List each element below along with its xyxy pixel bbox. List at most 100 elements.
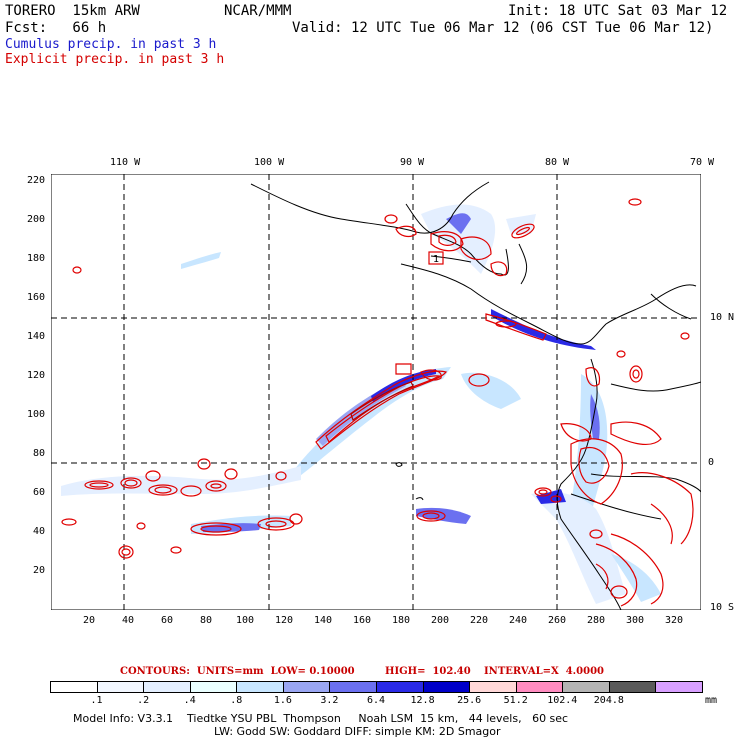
- nicaragua-coast: [518, 243, 528, 285]
- contour-interval: INTERVAL=X 4.0000: [484, 666, 604, 677]
- ca-contour-2-inner: [438, 234, 457, 246]
- ca-contour-2: [430, 231, 464, 252]
- colorbar-label: 6.4: [366, 695, 386, 706]
- colombia-contour-2: [680, 332, 690, 340]
- contour-units: CONTOURS: UNITS=mm LOW= 0.10000: [120, 666, 355, 677]
- west-contour-3: [145, 470, 161, 482]
- precip-map: 1: [51, 174, 701, 610]
- west-contour-6: [205, 480, 227, 492]
- lon-label: 110 W: [110, 157, 141, 168]
- central-contour-2-inner: [422, 512, 440, 520]
- x-tick-label: 40: [121, 615, 135, 626]
- south-contour-1: [190, 522, 242, 536]
- y-tick-label: 140: [26, 331, 45, 342]
- colorbar-label: 25.6: [457, 695, 482, 706]
- init-time: Init: 18 UTC Sat 03 Mar 12: [508, 3, 728, 19]
- colorbar-label: 3.2: [320, 695, 339, 706]
- west-contour-5: [180, 485, 202, 497]
- south-america-west-coast: [556, 358, 622, 610]
- lon-label: 100 W: [254, 157, 285, 168]
- colombia-light: [571, 374, 608, 514]
- y-tick-label: 120: [26, 370, 45, 381]
- legend-cumulus: Cumulus precip. in past 3 h: [5, 37, 217, 52]
- west-contour-4: [148, 484, 178, 496]
- gulf-contour: [534, 487, 552, 497]
- colorbar-swatch: [655, 681, 703, 693]
- y-tick-label: 220: [26, 175, 45, 186]
- physics-info: LW: Godd SW: Goddard DIFF: simple KM: 2D…: [214, 725, 501, 738]
- colorbar-swatch: [608, 681, 657, 693]
- ecuador-peru-border: [590, 473, 701, 493]
- colorbar-label: 102.4: [547, 695, 578, 706]
- lat-label: 10 S: [710, 602, 735, 613]
- mexico-coast: [250, 181, 490, 234]
- x-tick-label: 280: [586, 615, 606, 626]
- caribbean-contour-inner: [515, 226, 531, 236]
- colorbar-swatch: [515, 681, 564, 693]
- y-tick-label: 180: [26, 253, 45, 264]
- colombia-inland-border: [610, 381, 701, 392]
- west-contour-13: [275, 471, 287, 481]
- galapagos-island: [415, 497, 424, 501]
- colorbar-swatch: [376, 681, 424, 693]
- peru-inland-border: [570, 493, 662, 520]
- explicit-precip-contours: [61, 198, 694, 607]
- colorbar-label: .4: [183, 695, 196, 706]
- peru-contour-1: [595, 543, 638, 607]
- central-america-light: [421, 204, 496, 274]
- caribbean-contour-2: [628, 198, 642, 206]
- west-contour-10: [118, 545, 134, 559]
- colombia-contour-3: [585, 367, 601, 387]
- colorbar-swatch: [282, 681, 331, 693]
- west-contour-11: [170, 546, 182, 554]
- x-tick-label: 120: [274, 615, 294, 626]
- itcz-contour-mid: [325, 375, 441, 443]
- ca-contour-5: [384, 214, 398, 224]
- station-box: [395, 363, 412, 375]
- x-tick-label: 220: [469, 615, 489, 626]
- venezuela-coast: [650, 293, 692, 320]
- cumulus-precip-areas: [61, 204, 661, 604]
- model-title: TORERO 15km ARW: [5, 3, 140, 19]
- west-contour-6-inner: [210, 483, 222, 489]
- caribbean-light: [506, 214, 536, 234]
- y-tick-label: 160: [26, 292, 45, 303]
- colorbar-swatch: [562, 681, 610, 693]
- west-contour-9: [136, 522, 146, 530]
- south-contour-2-inner: [265, 520, 287, 528]
- amazon-contour-1: [630, 472, 694, 545]
- yucatan-coast: [405, 203, 509, 276]
- colorbar-swatch: [189, 681, 238, 693]
- station-label: 1: [433, 254, 439, 265]
- peru-contour-5: [589, 529, 603, 539]
- x-tick-label: 20: [82, 615, 96, 626]
- galapagos-island-2: [395, 462, 403, 467]
- colorbar-swatch: [143, 681, 191, 693]
- contour-high: HIGH= 102.40: [385, 666, 471, 677]
- colorbar-label: .2: [137, 695, 150, 706]
- x-tick-label: 140: [313, 615, 333, 626]
- central-contour-1: [468, 373, 490, 387]
- x-tick-label: 60: [160, 615, 174, 626]
- peru-contour-3: [595, 563, 609, 590]
- valid-time: Valid: 12 UTC Tue 06 Mar 12 (06 CST Tue …: [292, 20, 714, 36]
- x-tick-label: 80: [199, 615, 213, 626]
- colorbar-swatch: [236, 681, 284, 693]
- itcz-contour-outer: [315, 370, 447, 450]
- itcz-contour-inner: [350, 381, 414, 421]
- gulf-contour-2: [550, 495, 562, 503]
- west-contour-12: [197, 458, 211, 470]
- itcz-band-core: [371, 369, 436, 402]
- andes-contour-outer: [570, 438, 623, 505]
- west-contour-2: [120, 477, 142, 489]
- lat-label: 10 N: [710, 312, 735, 323]
- y-tick-label: 20: [32, 565, 45, 576]
- south-contour-1-inner: [200, 525, 232, 533]
- lon-label: 70 W: [690, 157, 715, 168]
- x-tick-label: 180: [391, 615, 411, 626]
- x-tick-label: 320: [664, 615, 684, 626]
- coastlines: [250, 181, 701, 610]
- peru-contour-2: [610, 533, 664, 605]
- west-contour-8: [61, 518, 77, 526]
- peru-light: [531, 492, 626, 604]
